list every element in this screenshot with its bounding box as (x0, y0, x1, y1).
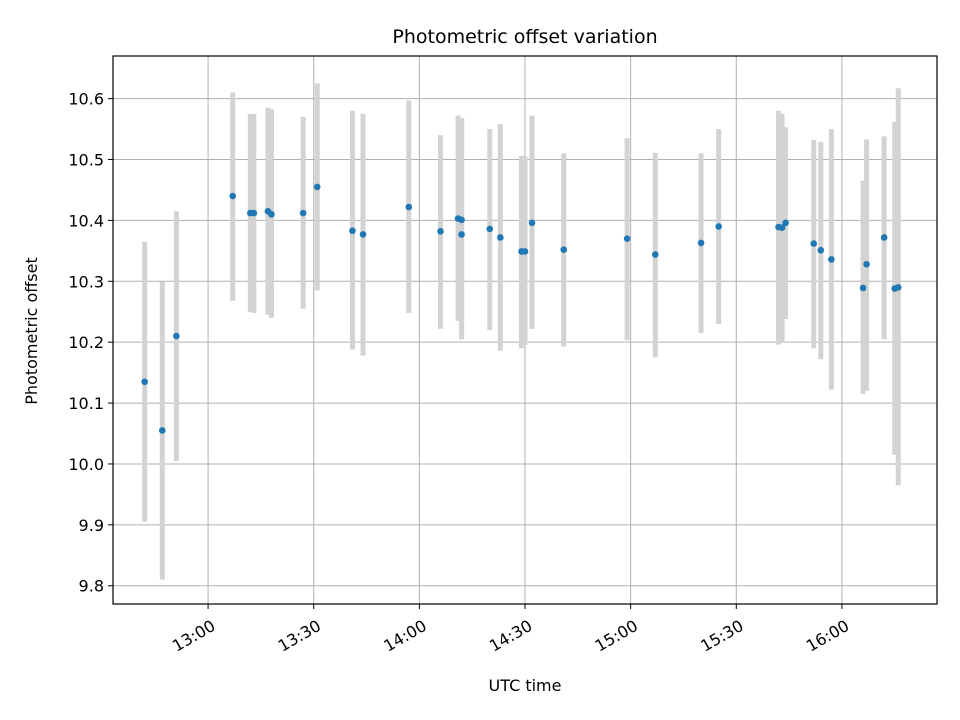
data-point (521, 248, 529, 255)
data-point (560, 246, 568, 253)
data-point (497, 234, 504, 241)
y-tick-label: 10.5 (68, 151, 104, 170)
data-point (229, 192, 237, 200)
data-point (141, 378, 148, 386)
data-point (651, 251, 659, 258)
y-tick-label: 10.0 (68, 455, 104, 474)
y-axis-label: Photometric offset (22, 257, 41, 405)
data-point (349, 227, 356, 235)
data-point (458, 231, 465, 238)
data-point (810, 240, 818, 247)
data-point (778, 224, 786, 232)
y-tick-label: 9.9 (79, 516, 104, 535)
data-point (268, 211, 275, 218)
data-point (817, 246, 825, 254)
data-point (405, 203, 413, 211)
y-tick-label: 9.8 (79, 577, 104, 596)
x-axis-label: UTC time (489, 676, 562, 695)
data-point (880, 234, 888, 241)
data-point (437, 228, 444, 235)
y-tick-label: 10.6 (68, 90, 104, 109)
data-point (782, 219, 789, 227)
data-point (623, 235, 631, 242)
data-point (863, 260, 870, 268)
data-point (697, 239, 705, 247)
data-point (828, 256, 835, 263)
data-point (486, 225, 494, 233)
chart-title: Photometric offset variation (392, 26, 657, 48)
y-axis-ticks: 9.8 9.9 10.0 10.1 10.2 10.3 10.4 10.5 10.6 (68, 90, 113, 596)
data-point (894, 284, 902, 291)
y-tick-label: 10.3 (68, 272, 104, 291)
data-point (158, 427, 166, 434)
y-tick-label: 10.4 (68, 211, 104, 230)
data-point (313, 183, 321, 191)
data-point (715, 223, 722, 230)
data-point (299, 209, 307, 217)
y-tick-label: 10.2 (68, 333, 104, 352)
data-point (173, 332, 180, 340)
data-points (141, 183, 902, 434)
data-point (250, 209, 258, 217)
data-point (458, 216, 465, 224)
data-point (859, 284, 867, 292)
y-tick-label: 10.1 (68, 394, 104, 413)
data-point (528, 219, 536, 227)
data-point (359, 231, 367, 238)
